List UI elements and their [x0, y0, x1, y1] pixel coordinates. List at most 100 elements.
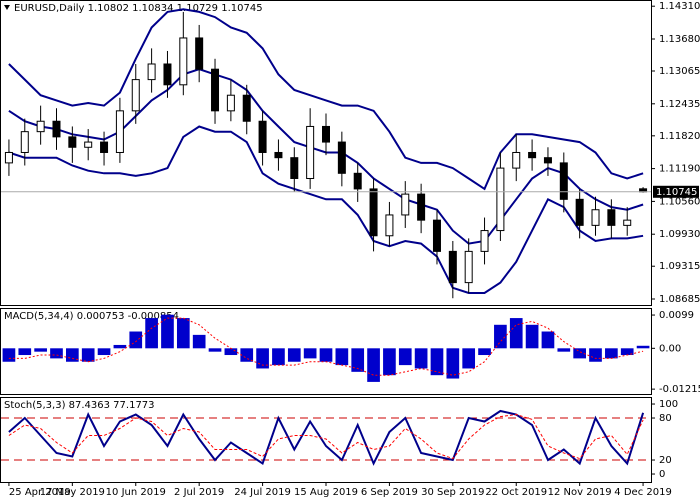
macd-bar: [367, 348, 380, 382]
stoch-line: [8, 413, 644, 460]
price-panel-frame: [0, 0, 652, 306]
candle-body: [274, 151, 283, 159]
y-tick-label: 1.09930: [659, 229, 700, 240]
candle-body: [480, 230, 489, 252]
x-tick-label: 12 Nov 2019: [548, 487, 612, 498]
y-tick-label: 1.13680: [659, 34, 700, 45]
candle-body: [211, 68, 220, 112]
candle-body: [36, 120, 45, 133]
macd-bar: [50, 348, 63, 359]
x-tick-label: 24 Jul 2019: [234, 487, 291, 498]
x-tick-label: 25 Apr 2019: [9, 487, 71, 498]
macd-bar: [240, 348, 254, 362]
candle-body: [115, 110, 124, 153]
panel-title: Stoch(5,3,3) 87.4363 77.1773: [4, 400, 155, 411]
y-tick-label: 1.09315: [659, 261, 700, 272]
y-tick-label: 1.11820: [659, 131, 700, 142]
candle-body: [607, 209, 616, 226]
macd-bar: [97, 348, 111, 356]
candle-body: [306, 125, 315, 180]
bollinger-band: [8, 125, 644, 294]
macd-bar: [351, 348, 365, 372]
candle-body: [195, 37, 204, 70]
macd-bar: [430, 348, 444, 376]
candle-body: [337, 141, 346, 174]
candle-body: [369, 188, 378, 237]
macd-bar: [494, 324, 507, 349]
y-tick-label: 1.14310: [659, 1, 700, 12]
candle-body: [163, 63, 172, 86]
macd-bar: [509, 318, 523, 349]
macd-bar: [192, 334, 206, 349]
candle-body: [464, 250, 473, 284]
macd-bar: [398, 348, 412, 366]
x-tick-label: 10 Jun 2019: [106, 487, 166, 498]
y-tick-label: 80: [659, 413, 672, 424]
candle-body: [100, 141, 109, 153]
candle-body: [496, 167, 505, 232]
candle-body: [226, 94, 235, 112]
candle-body: [68, 136, 77, 148]
macd-bar: [414, 348, 428, 369]
current-price-box: [653, 185, 699, 198]
macd-panel-frame: [0, 308, 652, 395]
candle-body: [528, 151, 537, 159]
candle-body: [52, 120, 61, 138]
macd-bar: [620, 348, 634, 356]
candle-body: [385, 214, 394, 237]
candle-body: [401, 193, 410, 216]
x-tick-label: 22 Oct 2019: [485, 487, 547, 498]
x-tick-label: 15 Aug 2019: [294, 487, 358, 498]
macd-bar: [446, 348, 460, 379]
candle-body: [147, 63, 156, 81]
macd-bar: [66, 348, 79, 362]
macd-bar: [557, 348, 571, 352]
macd-bar: [287, 348, 301, 362]
candle-body: [258, 120, 267, 153]
x-tick-label: 30 Sep 2019: [421, 487, 484, 498]
macd-bar: [18, 348, 32, 356]
macd-bar: [34, 348, 47, 352]
candle-body: [591, 209, 600, 226]
y-tick-label: 20: [659, 455, 672, 466]
candle-body: [4, 151, 13, 164]
macd-bar: [303, 348, 317, 359]
macd-bar: [208, 348, 222, 352]
y-tick-label: 1.12435: [659, 99, 700, 110]
macd-bar: [573, 348, 586, 359]
y-tick-label: 100: [659, 399, 678, 410]
stoch-line: [8, 409, 645, 466]
macd-bar: [383, 348, 396, 376]
macd-signal-line: [8, 317, 644, 376]
candle-body: [448, 250, 457, 284]
panel-title: MACD(5,34,4) 0.000753 -0.000854: [4, 311, 179, 322]
macd-bar: [636, 345, 650, 349]
y-tick-label: -0.012151: [659, 384, 700, 395]
x-tick-label: 6 Sep 2019: [361, 487, 418, 498]
y-tick-label: 1.08685: [659, 294, 700, 305]
candle-body: [242, 94, 251, 122]
macd-bar: [462, 348, 476, 369]
candle-body: [20, 131, 29, 153]
chart-title: EURUSD,Daily 1.10802 1.10834 1.10729 1.1…: [14, 3, 263, 14]
candle-body: [290, 157, 299, 180]
candle-body: [432, 219, 441, 252]
y-tick-label: 0.00: [659, 343, 681, 354]
y-tick-label: 0.0099: [659, 310, 694, 321]
candle-body: [84, 141, 93, 148]
y-tick-label: 0: [659, 469, 665, 480]
candle-body: [179, 37, 188, 86]
macd-bar: [319, 348, 333, 362]
macd-bar: [176, 318, 190, 349]
current-price-label: 1.10745: [656, 187, 697, 198]
candle-body: [322, 125, 330, 143]
macd-bar: [335, 348, 349, 366]
title-icon: [4, 5, 10, 10]
candle-body: [131, 79, 140, 112]
macd-bar: [589, 348, 602, 362]
macd-bar: [113, 344, 127, 349]
candle-body: [417, 193, 426, 221]
macd-bar: [129, 331, 143, 349]
y-tick-label: 1.10560: [659, 196, 700, 207]
